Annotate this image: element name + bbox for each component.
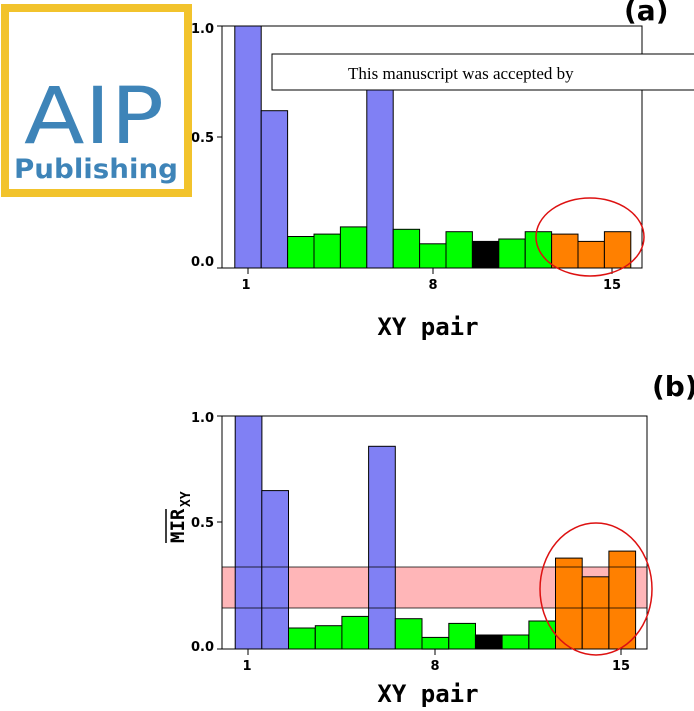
ytick-a-2: 1.0 — [191, 22, 214, 37]
x-axis-a: 1 8 15 — [222, 267, 642, 293]
bar-3 — [287, 236, 315, 269]
bar-12 — [528, 620, 557, 650]
bar-10 — [471, 240, 500, 269]
bar-10 — [474, 634, 503, 650]
y-axis-a: 0.0 0.5 1.0 — [191, 22, 223, 270]
ytick-a-1: 0.5 — [191, 131, 214, 146]
bar-1 — [234, 25, 262, 269]
banner-text: This manuscript was accepted by — [348, 64, 574, 83]
bar-2 — [261, 490, 289, 650]
xtick-a-8: 8 — [428, 278, 437, 293]
bar-14 — [577, 240, 605, 269]
bar-4 — [314, 625, 343, 650]
highlight-circle-b — [539, 522, 653, 656]
bar-3 — [288, 627, 316, 650]
ytick-b-2: 1.0 — [191, 411, 214, 426]
xtick-b-15: 15 — [612, 659, 630, 674]
xtick-b-8: 8 — [430, 659, 439, 674]
banner-box — [271, 53, 694, 91]
bars-b — [234, 415, 637, 650]
xlabel-b: XY pair — [377, 680, 478, 708]
band-lines-b — [222, 566, 647, 609]
bar-4 — [313, 233, 341, 269]
bar-15 — [608, 550, 637, 650]
svg-text:MIR: MIR — [167, 508, 189, 543]
ytick-a-0: 0.0 — [191, 255, 214, 270]
svg-text:XY: XY — [179, 491, 194, 507]
xtick-a-15: 15 — [603, 278, 621, 293]
xtick-b-1: 1 — [242, 659, 251, 674]
logo-main-text: AIP — [24, 72, 164, 162]
highlight-circle-a — [535, 197, 645, 277]
bar-6 — [366, 78, 394, 269]
bar-5 — [341, 615, 370, 650]
ytick-b-0: 0.0 — [191, 640, 214, 655]
panel-a: 0.0 0.5 1.0 1 8 15 XY pair (a) This manu… — [165, 0, 694, 341]
x-axis-b: 1 8 15 — [222, 648, 647, 674]
bar-7 — [394, 618, 423, 650]
bar-6 — [368, 445, 396, 650]
bar-11 — [498, 238, 526, 269]
bar-14 — [581, 576, 610, 650]
ylabel-b: MIR XY — [165, 491, 194, 543]
bar-9 — [445, 231, 473, 269]
xtick-a-1: 1 — [241, 278, 250, 293]
bar-11 — [501, 634, 530, 650]
panel-b: 0.0 0.5 1.0 1 8 15 XY pair (b) MIR XY — [165, 370, 694, 708]
panel-label-b: (b) — [652, 370, 694, 403]
bar-8 — [419, 243, 447, 269]
xlabel-a: XY pair — [377, 313, 478, 341]
aip-publishing-logo: AIP Publishing — [1, 4, 192, 197]
bar-7 — [392, 228, 421, 269]
y-axis-b: 0.0 0.5 1.0 — [191, 411, 223, 655]
bar-8 — [421, 636, 450, 650]
panel-label-a: (a) — [624, 0, 669, 27]
bar-5 — [339, 226, 368, 269]
bar-15 — [603, 231, 632, 269]
bar-13 — [551, 233, 579, 269]
bar-9 — [448, 622, 476, 650]
ytick-b-1: 0.5 — [191, 516, 214, 531]
logo-sub-text: Publishing — [14, 154, 178, 185]
bar-13 — [555, 557, 583, 650]
bar-2 — [260, 110, 289, 269]
bar-1 — [234, 415, 263, 650]
